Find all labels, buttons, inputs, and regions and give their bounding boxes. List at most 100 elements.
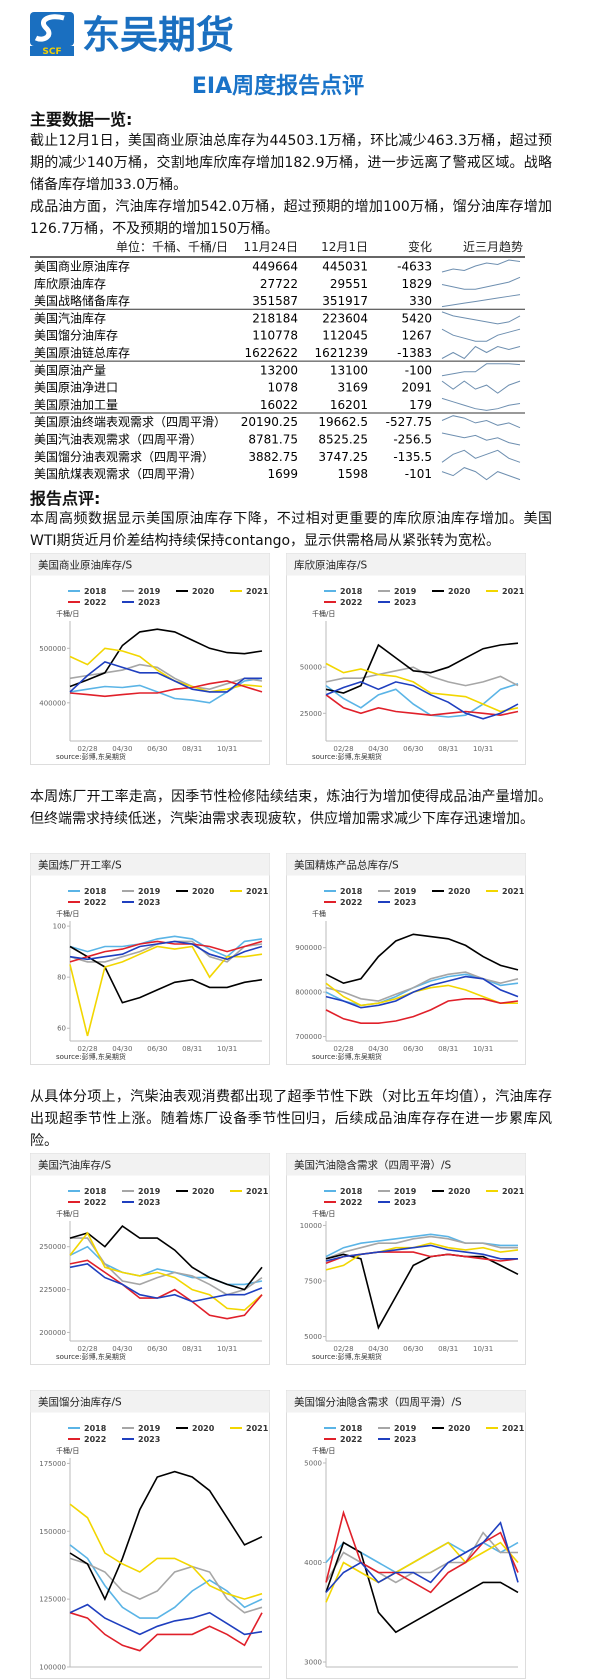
series-line: [325, 681, 519, 720]
chart-panel: 美国馏分油库存/S 100000 125000 150000 175000 2018 201…: [30, 1390, 270, 1679]
chart-panel: 库欣原油库存/S 25000 50000 02/28 04/30 06/30 08/31 10…: [286, 553, 526, 765]
y-tick-label: 175000: [39, 1460, 66, 1468]
legend-label: 2018: [84, 587, 107, 596]
cell: -100: [405, 363, 432, 377]
paragraph: 成品油方面，汽油库存增加542.0万桶，超过预期的增加100万桶，馏分油库存增加…: [30, 199, 552, 237]
row-name: 美国航煤表观需求（四周平滑）: [34, 466, 202, 481]
row-name: 库欣原油库存: [34, 276, 106, 291]
x-tick-label: 10/31: [217, 1345, 237, 1353]
legend-label: 2019: [138, 587, 161, 596]
row-name: 美国原油链总库存: [34, 345, 130, 360]
y-tick-label: 100000: [39, 1664, 66, 1672]
series-line: [325, 1521, 519, 1593]
series-line: [69, 1544, 263, 1619]
cell: -527.75: [386, 415, 432, 429]
y-tick-label: 500000: [39, 645, 66, 653]
cell: 110778: [252, 329, 298, 343]
cell: 2091: [401, 381, 432, 395]
x-tick-label: 06/30: [147, 745, 167, 753]
header: SCF 东吴期货 EIA周度报告点评: [30, 12, 364, 99]
series-line: [69, 1503, 263, 1600]
legend-label: 2019: [138, 887, 161, 896]
sparkline: [441, 311, 521, 325]
row-name: 美国汽油库存: [34, 310, 106, 325]
panel-frame: [30, 553, 270, 765]
row-name: 美国战略储备库存: [34, 293, 130, 308]
panel-title-bar: [286, 553, 526, 576]
unit-label: 千桶/日: [56, 1209, 79, 1218]
chart-title: 美国馏分油隐含需求（四周平滑）/S: [294, 1396, 462, 1409]
unit-label: 千桶/日: [312, 1446, 335, 1455]
panel-title-bar: [30, 1153, 270, 1176]
series-line: [325, 694, 519, 717]
x-tick-label: 02/28: [333, 745, 353, 753]
y-tick-label: 3000: [304, 1659, 322, 1667]
cell: -1383: [397, 346, 432, 360]
series-line: [69, 940, 263, 961]
chart-title: 美国汽油库存/S: [38, 1159, 112, 1172]
row-name: 美国原油加工量: [34, 398, 118, 412]
y-tick-label: 250000: [39, 1243, 66, 1251]
series-line: [325, 662, 519, 713]
cell: -135.5: [393, 450, 432, 464]
series-line: [69, 1231, 263, 1311]
series-line: [325, 933, 519, 985]
y-tick-label: 200000: [39, 1329, 66, 1337]
series-line: [69, 680, 263, 698]
x-tick-label: 06/30: [403, 745, 423, 753]
panel-frame: [30, 1390, 270, 1679]
series-line: [325, 1531, 518, 1584]
brand: 东吴期货: [82, 13, 234, 57]
unit-label: 千桶/日: [312, 1209, 335, 1218]
row-name: 美国原油产量: [34, 363, 106, 377]
y-tick-label: 4000: [304, 1559, 322, 1567]
panel-title-bar: [30, 853, 270, 876]
cell: 351587: [252, 294, 298, 308]
row-name: 美国商业原油库存: [34, 259, 130, 274]
series-line: [325, 1242, 519, 1271]
table-header: 单位：千桶、千桶/日: [116, 239, 228, 254]
legend-label: 2018: [340, 887, 363, 896]
legend-label: 2020: [192, 887, 215, 896]
page-title: EIA周度报告点评: [192, 73, 364, 99]
series-line: [69, 945, 263, 1037]
x-tick-label: 08/31: [438, 745, 458, 753]
panel-title-bar: [286, 1153, 526, 1176]
legend-label: 2021: [246, 887, 269, 896]
sparkline: [441, 432, 521, 446]
x-tick-label: 06/30: [147, 1045, 167, 1053]
series-line: [325, 1541, 519, 1634]
series-line: [69, 935, 263, 958]
sparkline: [441, 294, 521, 308]
cell: 1622622: [245, 346, 298, 360]
legend-label: 2022: [84, 1198, 106, 1207]
x-tick-label: 04/30: [112, 1345, 132, 1353]
row-name: 美国原油终端表观需求（四周平滑）: [34, 414, 226, 429]
cell: 8525.25: [318, 433, 368, 447]
series-line: [325, 975, 519, 1009]
logo-swirl: [34, 14, 65, 42]
series-line: [69, 1225, 263, 1291]
chart-panel: 美国商业原油库存/S 400000 500000 02/28 04/30 06/30 08/…: [30, 553, 270, 765]
legend-label: 2021: [502, 887, 525, 896]
y-tick-label: 700000: [295, 1033, 322, 1041]
legend-label: 2020: [448, 1187, 471, 1196]
sparkline: [441, 415, 521, 429]
x-tick-label: 10/31: [217, 1045, 237, 1053]
chart-title: 美国炼厂开工率/S: [38, 859, 122, 872]
sparkline: [441, 449, 521, 463]
legend-label: 2019: [394, 887, 417, 896]
table-header: 12月1日: [321, 240, 368, 254]
x-tick-label: 08/31: [182, 745, 202, 753]
chart-panel: 美国馏分油隐含需求（四周平滑）/S 3000 4000 5000 2018 2019 202…: [286, 1390, 526, 1679]
sparkline: [441, 276, 521, 290]
x-tick-label: 08/31: [438, 1045, 458, 1053]
y-tick-label: 7500: [304, 1278, 322, 1286]
series-line: [325, 1244, 518, 1262]
row-name: 美国汽油表观需求（四周平滑）: [34, 432, 202, 447]
cell: 13100: [330, 363, 368, 377]
sparkline: [441, 397, 521, 411]
chart-title: 美国汽油隐含需求（四周平滑）/S: [294, 1159, 452, 1172]
panel-frame: [286, 553, 526, 765]
